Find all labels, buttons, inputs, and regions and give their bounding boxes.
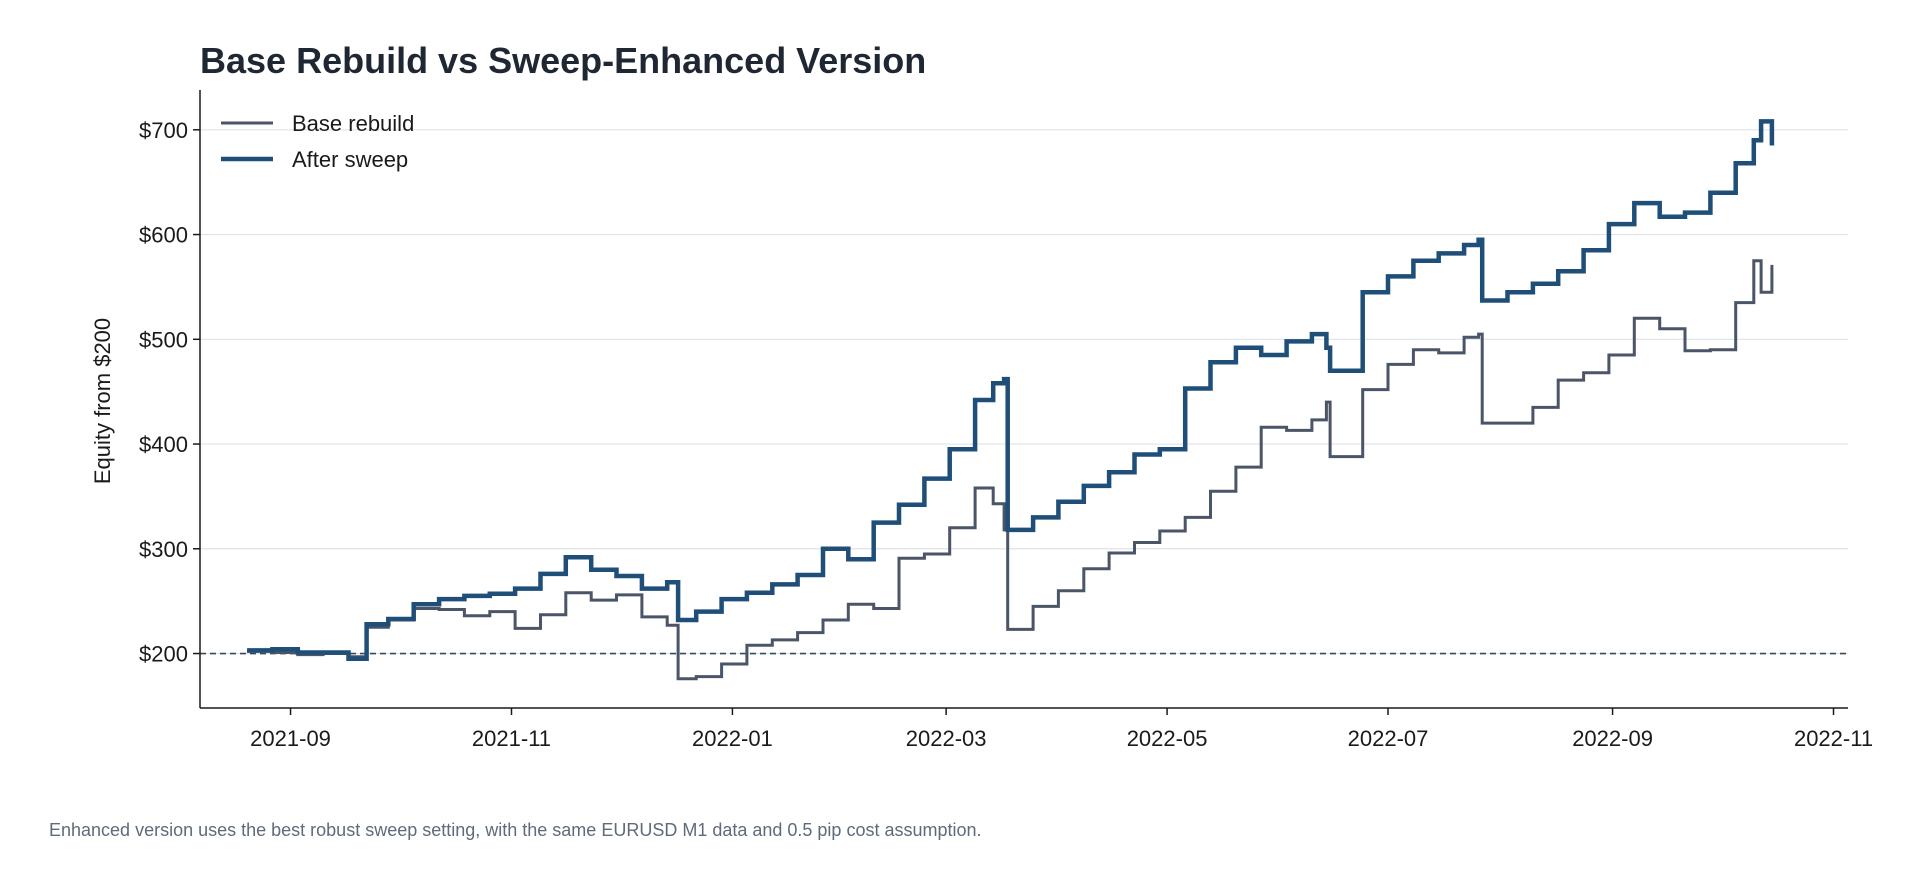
x-tick-label: 2022-03 xyxy=(906,726,987,751)
y-axis-ticks: $200 $300 $400 $500 $600 $700 xyxy=(139,118,200,667)
y-tick-label: $500 xyxy=(139,327,188,352)
legend: Base rebuild After sweep xyxy=(221,111,414,172)
gridlines xyxy=(200,129,1848,655)
y-tick-label: $200 xyxy=(139,642,188,667)
axes xyxy=(199,90,1848,709)
series-lines xyxy=(247,119,1775,681)
x-tick-label: 2022-09 xyxy=(1572,726,1653,751)
y-tick-label: $600 xyxy=(139,223,188,248)
series-line-after-sweep xyxy=(247,119,1775,662)
legend-label: Base rebuild xyxy=(292,111,414,136)
x-tick-label: 2022-05 xyxy=(1127,726,1208,751)
legend-label: After sweep xyxy=(292,147,408,172)
y-tick-label: $700 xyxy=(139,118,188,143)
x-tick-label: 2021-11 xyxy=(472,726,551,751)
chart-caption: Enhanced version uses the best robust sw… xyxy=(49,820,982,840)
chart-title: Base Rebuild vs Sweep-Enhanced Version xyxy=(200,40,927,81)
y-tick-label: $400 xyxy=(139,432,188,457)
y-axis-label: Equity from $200 xyxy=(90,318,115,484)
series-line-base-rebuild xyxy=(247,259,1774,681)
y-tick-label: $300 xyxy=(139,537,188,562)
x-tick-label: 2022-07 xyxy=(1348,726,1429,751)
x-tick-label: 2022-11 xyxy=(1794,726,1873,751)
x-tick-label: 2021-09 xyxy=(250,726,331,751)
x-axis-ticks: 2021-09 2021-11 2022-01 2022-03 2022-05 2022-… xyxy=(250,708,1873,751)
x-tick-label: 2022-01 xyxy=(692,726,773,751)
